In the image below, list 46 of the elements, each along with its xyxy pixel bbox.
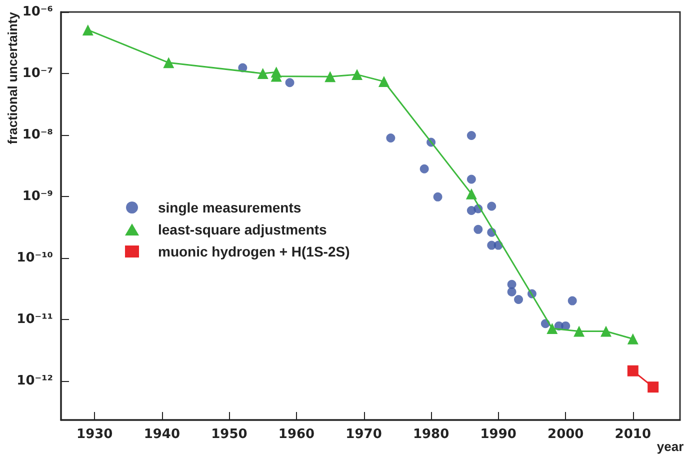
point	[285, 78, 294, 88]
point	[257, 68, 268, 79]
x-tick-label: 1960	[278, 427, 315, 442]
point	[546, 322, 558, 334]
point	[474, 224, 483, 234]
x-tick-label: 1940	[144, 427, 180, 442]
point	[163, 57, 174, 68]
y-tick-label: 10⁻⁷	[22, 66, 53, 81]
point	[82, 24, 94, 36]
x-tick-label: 1990	[480, 427, 516, 442]
point	[466, 188, 477, 200]
point	[378, 76, 390, 87]
y-tick-label: 10⁻⁹	[22, 188, 54, 204]
x-tick-label: 2010	[614, 427, 651, 442]
point	[466, 130, 476, 140]
legend-label: single measurements	[158, 200, 302, 216]
point	[568, 296, 577, 306]
point	[487, 202, 496, 211]
point	[627, 365, 638, 376]
y-tick-label: 10⁻¹²	[16, 373, 53, 388]
x-axis-title: year	[656, 439, 684, 454]
legend-label: muonic hydrogen + H(1S-2S)	[158, 244, 350, 260]
point	[386, 134, 396, 143]
y-tick-label: 10⁻¹¹	[16, 312, 53, 327]
point	[507, 280, 516, 289]
point	[600, 326, 612, 337]
point	[514, 295, 524, 304]
y-tick-label: 10⁻⁸	[22, 127, 54, 142]
point	[574, 326, 585, 337]
point	[324, 71, 336, 82]
x-tick-label: 1950	[211, 427, 248, 442]
point	[352, 69, 363, 80]
x-tick-label: 1970	[346, 427, 382, 442]
x-tick-label: 1980	[412, 427, 450, 442]
y-axis-title: fractional uncertainty	[5, 11, 20, 144]
point	[648, 382, 659, 393]
point	[433, 192, 442, 202]
point	[420, 164, 429, 174]
x-tick-label: 2000	[548, 427, 584, 442]
y-tick-label: 10⁻⁶	[22, 4, 54, 20]
point	[507, 287, 516, 296]
point	[627, 333, 638, 344]
x-tick-label: 1930	[76, 427, 113, 442]
y-tick-label: 10⁻¹⁰	[16, 250, 54, 266]
legend-label: least-square adjustments	[158, 222, 328, 238]
point	[466, 174, 476, 184]
